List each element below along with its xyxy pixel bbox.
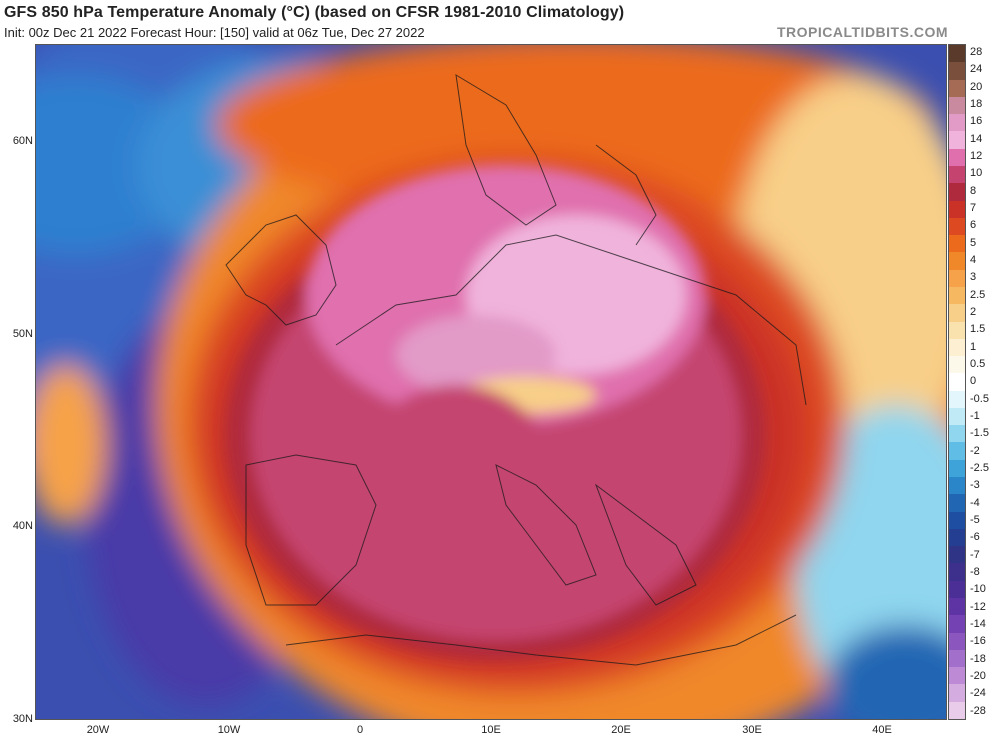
legend-label: 7	[970, 202, 977, 215]
legend-swatch	[949, 79, 965, 97]
legend-label: 20	[970, 80, 983, 93]
legend-label: -1.5	[970, 427, 989, 440]
legend-label: 14	[970, 132, 983, 145]
legend-swatch	[949, 183, 965, 201]
legend-swatch	[949, 252, 965, 270]
legend-label: 6	[970, 219, 977, 232]
legend-swatch	[949, 114, 965, 132]
legend-swatch	[949, 684, 965, 702]
legend-swatch	[949, 442, 965, 460]
lat-label-40n: 40N	[12, 520, 33, 532]
legend-swatch	[949, 580, 965, 598]
brand-watermark: TROPICALTIDBITS.COM	[776, 24, 948, 40]
lon-label-20w: 20W	[86, 724, 110, 736]
legend-swatch	[949, 407, 965, 426]
legend-swatch	[949, 356, 965, 374]
legend-label: -2.5	[970, 462, 989, 475]
anomaly-field	[36, 45, 946, 719]
legend-label: 0.5	[970, 358, 986, 371]
legend-label: -7	[970, 548, 980, 561]
legend-swatch	[949, 598, 965, 616]
legend-swatch	[949, 667, 965, 685]
legend-swatch	[949, 563, 965, 581]
legend-swatch	[949, 649, 965, 668]
legend-label: 18	[970, 98, 983, 111]
legend-swatch	[949, 45, 965, 63]
legend-swatch	[949, 511, 965, 529]
legend-label: 2.5	[970, 288, 986, 301]
legend-swatch	[949, 477, 965, 495]
legend-swatch	[949, 632, 965, 650]
legend-label: 4	[970, 254, 977, 267]
legend-label: -8	[970, 566, 980, 578]
temperature-anomaly-map[interactable]	[35, 44, 947, 720]
legend-swatch	[949, 373, 965, 391]
legend-label: -5	[970, 514, 980, 527]
legend-label: -0.5	[970, 392, 989, 405]
legend-swatch	[949, 615, 965, 633]
legend-label: -14	[970, 617, 986, 630]
legend-swatch	[949, 269, 965, 287]
legend-swatch	[949, 459, 965, 478]
legend-label: -16	[970, 635, 986, 648]
legend-label: 1	[970, 340, 977, 353]
legend-label: -4	[970, 496, 980, 509]
legend-label: 28	[970, 46, 983, 59]
legend-swatch	[949, 321, 965, 339]
lon-label-0: 0	[356, 724, 364, 736]
legend-swatch	[949, 96, 965, 115]
legend-swatch	[949, 304, 965, 322]
lon-label-10w: 10W	[217, 724, 241, 736]
legend-swatch	[949, 701, 965, 719]
lon-label-40e: 40E	[872, 724, 892, 736]
legend-label: -6	[970, 531, 980, 544]
legend-label: -18	[970, 652, 986, 665]
legend-label: -3	[970, 479, 980, 492]
color-scale-bar	[948, 44, 966, 720]
map-title: GFS 850 hPa Temperature Anomaly (°C) (ba…	[4, 4, 625, 21]
legend-swatch	[949, 131, 965, 149]
forecast-info: Init: 00z Dec 21 2022 Forecast Hour: [15…	[4, 25, 425, 40]
lat-label-50n: 50N	[12, 328, 33, 340]
legend-label: 5	[970, 236, 977, 249]
legend-swatch	[949, 528, 965, 547]
legend-label: -10	[970, 583, 986, 596]
legend-swatch	[949, 390, 965, 408]
legend-swatch	[949, 494, 965, 512]
legend-label: -12	[970, 600, 986, 613]
legend-swatch	[949, 217, 965, 236]
legend-label: 0	[970, 375, 977, 388]
legend-swatch	[949, 62, 965, 80]
legend-label: 8	[970, 184, 977, 197]
legend-label: 16	[970, 115, 983, 128]
legend-swatch	[949, 148, 965, 166]
legend-label: -2	[970, 444, 980, 457]
legend-label: -20	[970, 669, 986, 682]
color-scale-labels: 28 24 20 18 16 14 12 10 8 7 6 5 4 3 2.5 2 1.5 1 0.5 0 -0.5 -1…	[970, 44, 1000, 720]
legend-label: -24	[970, 687, 986, 700]
legend-label: 3	[970, 271, 977, 284]
legend-label: 1.5	[970, 323, 986, 336]
legend-label: 24	[970, 63, 983, 76]
legend-label: -28	[970, 704, 986, 717]
legend-swatch	[949, 546, 965, 564]
legend-label: 12	[970, 150, 983, 163]
legend-label: -1	[970, 410, 980, 423]
legend-label: 2	[970, 306, 977, 319]
legend-swatch	[949, 165, 965, 184]
legend-swatch	[949, 338, 965, 357]
legend-swatch	[949, 425, 965, 443]
legend-swatch	[949, 286, 965, 305]
lat-label-30n: 30N	[12, 713, 33, 725]
legend-label: 10	[970, 167, 983, 180]
legend-swatch	[949, 200, 965, 218]
lon-label-30e: 30E	[742, 724, 762, 736]
lat-label-60n: 60N	[12, 135, 33, 147]
lon-label-10e: 10E	[481, 724, 501, 736]
lon-label-20e: 20E	[611, 724, 631, 736]
legend-swatch	[949, 235, 965, 253]
